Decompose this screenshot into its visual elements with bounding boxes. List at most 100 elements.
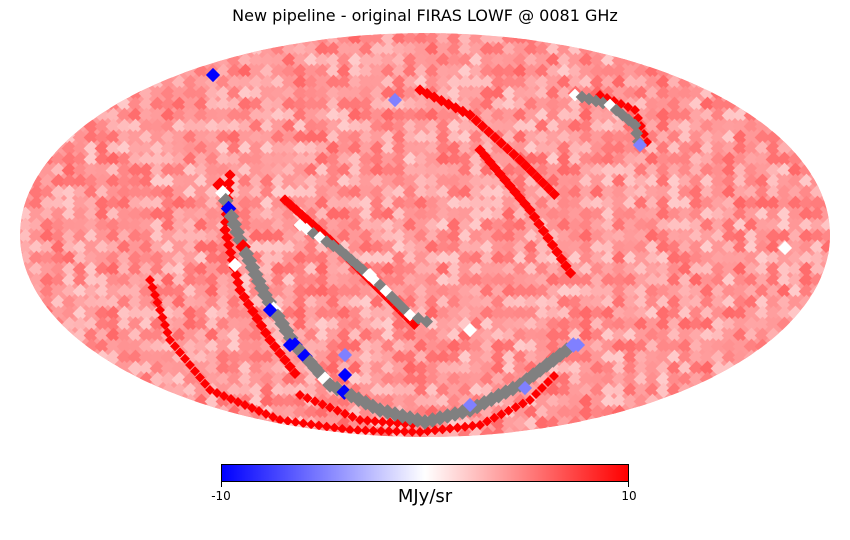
- map-pixel: [72, 261, 89, 278]
- map-pixel: [578, 206, 595, 223]
- map-pixel: [754, 140, 771, 157]
- map-pixel: [732, 162, 749, 179]
- map-pixel: [83, 327, 100, 344]
- map-pixel: [138, 228, 155, 245]
- map-pixel: [710, 228, 727, 245]
- map-pixel: [732, 195, 749, 212]
- map-pixel: [677, 261, 694, 278]
- map-pixel: [743, 140, 760, 157]
- map-pixel: [237, 360, 254, 377]
- map-pixel: [545, 206, 562, 223]
- map-pixel: [457, 393, 474, 410]
- map-pixel: [501, 74, 518, 91]
- map-pixel: [435, 415, 452, 432]
- map-pixel: [325, 118, 342, 135]
- map-pixel: [303, 140, 320, 157]
- map-pixel: [138, 360, 155, 377]
- map-pixel: [358, 239, 375, 256]
- map-pixel: [358, 151, 375, 168]
- map-pixel: [556, 206, 573, 223]
- map-pixel: [710, 261, 727, 278]
- map-pixel: [479, 52, 496, 69]
- map-pixel: [589, 118, 606, 135]
- map-pixel: [61, 283, 78, 300]
- map-pixel: [534, 294, 551, 311]
- map-pixel: [578, 217, 595, 234]
- map-pixel: [248, 327, 265, 344]
- map-pixel: [292, 195, 309, 212]
- map-pixel: [446, 118, 463, 135]
- map-pixel: [820, 239, 830, 256]
- map-pixel: [248, 195, 265, 212]
- map-pixel: [336, 33, 353, 47]
- map-pixel: [413, 393, 430, 410]
- map-pixel: [545, 404, 562, 421]
- map-pixel: [259, 118, 276, 135]
- map-pixel: [369, 129, 386, 146]
- map-pixel: [710, 206, 727, 223]
- map-pixel: [336, 96, 353, 113]
- hot-band: [238, 291, 250, 303]
- map-pixel: [237, 74, 254, 91]
- map-pixel: [644, 206, 661, 223]
- map-pixel: [116, 162, 133, 179]
- map-pixel: [600, 118, 617, 135]
- map-pixel: [446, 217, 463, 234]
- map-pixel: [490, 250, 507, 267]
- map-pixel: [578, 349, 595, 366]
- map-pixel: [600, 228, 617, 245]
- map-pixel: [50, 217, 67, 234]
- map-pixel: [446, 173, 463, 190]
- map-pixel: [699, 107, 716, 124]
- map-pixel: [281, 217, 298, 234]
- map-pixel: [380, 371, 397, 388]
- map-pixel: [314, 316, 331, 333]
- map-pixel: [325, 250, 342, 267]
- map-pixel: [171, 173, 188, 190]
- map-pixel: [710, 250, 727, 267]
- map-pixel: [215, 140, 232, 157]
- map-pixel: [611, 283, 628, 300]
- map-pixel: [171, 129, 188, 146]
- hot-band: [337, 423, 348, 434]
- map-pixel: [633, 261, 650, 278]
- map-pixel: [160, 228, 177, 245]
- hot-band: [219, 391, 229, 401]
- map-pixel: [380, 261, 397, 278]
- map-pixel: [39, 272, 56, 289]
- map-pixel: [622, 316, 639, 333]
- map-pixel: [292, 327, 309, 344]
- map-pixel: [237, 52, 254, 69]
- map-pixel: [358, 217, 375, 234]
- hot-band: [368, 425, 379, 436]
- map-pixel: [721, 184, 738, 201]
- map-pixel: [666, 239, 683, 256]
- map-pixel: [116, 195, 133, 212]
- map-pixel: [446, 140, 463, 157]
- map-pixel: [787, 206, 804, 223]
- map-pixel: [600, 140, 617, 157]
- map-pixel: [754, 217, 771, 234]
- map-pixel: [314, 162, 331, 179]
- map-pixel: [743, 250, 760, 267]
- map-pixel: [567, 52, 584, 69]
- map-pixel: [281, 184, 298, 201]
- map-pixel: [149, 195, 166, 212]
- map-pixel: [534, 272, 551, 289]
- hot-band: [639, 129, 649, 139]
- map-pixel: [391, 184, 408, 201]
- map-pixel: [710, 151, 727, 168]
- map-pixel: [226, 107, 243, 124]
- map-pixel: [589, 228, 606, 245]
- map-pixel: [457, 33, 474, 47]
- map-pixel: [28, 250, 45, 267]
- map-pixel: [743, 129, 760, 146]
- map-pixel: [490, 140, 507, 157]
- map-pixel: [193, 239, 210, 256]
- map-pixel: [523, 316, 540, 333]
- map-pixel: [600, 52, 617, 69]
- map-pixel: [105, 305, 122, 322]
- map-pixel: [501, 283, 518, 300]
- map-pixel: [193, 294, 210, 311]
- map-pixel: [369, 217, 386, 234]
